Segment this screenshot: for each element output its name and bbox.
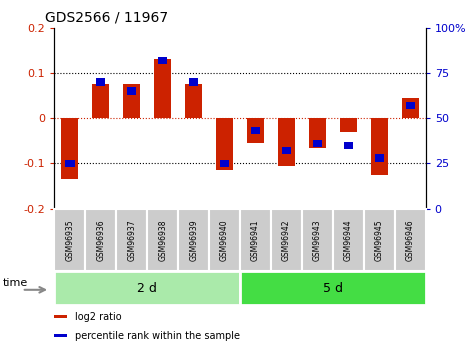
- Bar: [154, 59, 171, 118]
- Bar: [54, 334, 67, 337]
- Text: GSM96938: GSM96938: [158, 219, 167, 260]
- Text: GSM96946: GSM96946: [406, 219, 415, 260]
- Text: GSM96939: GSM96939: [189, 219, 198, 260]
- Text: GSM96935: GSM96935: [65, 219, 74, 260]
- Bar: [54, 209, 85, 271]
- Bar: [220, 160, 229, 167]
- Bar: [282, 147, 291, 155]
- Bar: [371, 118, 388, 175]
- Bar: [302, 209, 333, 271]
- Bar: [271, 209, 302, 271]
- Bar: [278, 118, 295, 166]
- Text: log2 ratio: log2 ratio: [75, 312, 122, 322]
- Bar: [402, 98, 419, 118]
- Bar: [147, 209, 178, 271]
- Text: GSM96937: GSM96937: [127, 219, 136, 260]
- Bar: [216, 118, 233, 170]
- Bar: [247, 118, 264, 143]
- Text: GSM96941: GSM96941: [251, 219, 260, 260]
- Bar: [96, 78, 105, 86]
- Bar: [375, 154, 384, 161]
- Text: percentile rank within the sample: percentile rank within the sample: [75, 331, 240, 341]
- Bar: [123, 84, 140, 118]
- Bar: [61, 118, 79, 179]
- Bar: [189, 78, 198, 86]
- Bar: [178, 209, 209, 271]
- Bar: [333, 209, 364, 271]
- Text: GSM96942: GSM96942: [282, 219, 291, 260]
- Bar: [54, 315, 67, 318]
- Text: time: time: [3, 278, 28, 288]
- Bar: [209, 209, 240, 271]
- Bar: [54, 271, 240, 305]
- Bar: [405, 102, 415, 109]
- Bar: [92, 84, 109, 118]
- Bar: [158, 57, 167, 64]
- Bar: [344, 142, 353, 149]
- Bar: [240, 209, 271, 271]
- Text: GSM96944: GSM96944: [344, 219, 353, 260]
- Text: GDS2566 / 11967: GDS2566 / 11967: [45, 10, 168, 24]
- Bar: [240, 271, 426, 305]
- Bar: [116, 209, 147, 271]
- Bar: [127, 87, 136, 95]
- Text: 5 d: 5 d: [323, 282, 343, 295]
- Text: GSM96940: GSM96940: [220, 219, 229, 260]
- Bar: [364, 209, 395, 271]
- Text: GSM96943: GSM96943: [313, 219, 322, 260]
- Bar: [395, 209, 426, 271]
- Bar: [85, 209, 116, 271]
- Bar: [251, 127, 260, 135]
- Text: 2 d: 2 d: [137, 282, 157, 295]
- Bar: [340, 118, 357, 132]
- Bar: [185, 84, 202, 118]
- Bar: [309, 118, 326, 148]
- Text: GSM96945: GSM96945: [375, 219, 384, 260]
- Text: GSM96936: GSM96936: [96, 219, 105, 260]
- Bar: [313, 140, 322, 147]
- Bar: [65, 160, 75, 167]
